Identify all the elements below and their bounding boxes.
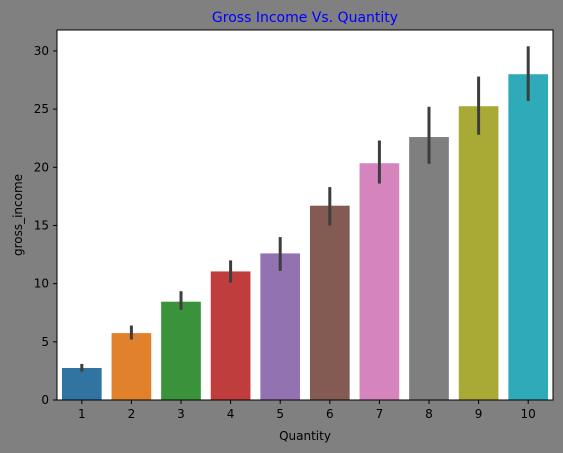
bar-6 bbox=[309, 205, 350, 400]
bar-9 bbox=[458, 106, 499, 400]
x-tick-label-10: 10 bbox=[521, 407, 536, 421]
y-tick-label-10: 10 bbox=[34, 277, 49, 291]
y-tick-label-15: 15 bbox=[34, 218, 49, 232]
x-tick-label-5: 5 bbox=[276, 407, 284, 421]
bar-3 bbox=[161, 301, 201, 400]
x-tick-label-7: 7 bbox=[376, 407, 384, 421]
x-tick-label-6: 6 bbox=[326, 407, 334, 421]
x-tick-label-2: 2 bbox=[128, 407, 136, 421]
x-tick-label-4: 4 bbox=[227, 407, 235, 421]
bar-2 bbox=[111, 333, 152, 400]
chart-title: Gross Income Vs. Quantity bbox=[212, 10, 398, 26]
error-bars-layer bbox=[80, 46, 530, 372]
y-tick-label-20: 20 bbox=[34, 160, 49, 174]
y-tick-label-30: 30 bbox=[34, 44, 49, 58]
x-axis-label: Quantity bbox=[279, 429, 331, 443]
x-tick-label-1: 1 bbox=[78, 407, 86, 421]
bars-layer bbox=[61, 74, 549, 401]
x-tick-label-8: 8 bbox=[425, 407, 433, 421]
axes-layer: 1 2 3 4 5 6 7 8 9 10 0 5 10 15 20 25 30 bbox=[34, 29, 554, 421]
y-axis-label: gross_income bbox=[11, 174, 25, 256]
plot-frame bbox=[56, 29, 554, 401]
bar-7 bbox=[359, 163, 400, 400]
x-tick-label-3: 3 bbox=[177, 407, 185, 421]
bar-5 bbox=[260, 253, 301, 400]
bar-8 bbox=[409, 137, 449, 401]
y-tick-label-25: 25 bbox=[34, 102, 49, 116]
bar-4 bbox=[210, 271, 251, 400]
y-tick-label-5: 5 bbox=[41, 335, 49, 349]
y-tick-label-0: 0 bbox=[41, 393, 49, 407]
bar-1 bbox=[61, 368, 102, 400]
bar-10 bbox=[508, 74, 549, 400]
x-tick-label-9: 9 bbox=[475, 407, 483, 421]
